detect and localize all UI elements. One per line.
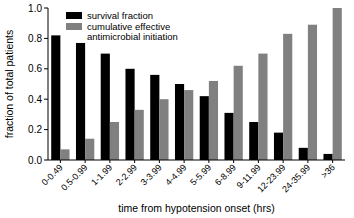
legend: survival fractioncumulative effective an… xyxy=(66,10,178,42)
bar xyxy=(224,113,233,160)
bar xyxy=(150,75,159,160)
y-tick xyxy=(44,8,48,9)
y-axis xyxy=(48,8,49,160)
x-tick xyxy=(134,160,135,163)
y-tick-label: 0.4 xyxy=(28,94,42,105)
bar xyxy=(85,139,94,160)
bar xyxy=(299,148,308,160)
legend-swatch xyxy=(66,12,82,19)
bar xyxy=(184,90,193,160)
x-tick xyxy=(307,160,308,163)
x-tick-label: >36 xyxy=(319,162,337,180)
x-tick-label: 3-3.99 xyxy=(139,162,164,187)
bar xyxy=(60,149,69,160)
bar xyxy=(101,54,110,160)
bar xyxy=(76,43,85,160)
x-axis xyxy=(48,160,345,161)
y-tick xyxy=(44,38,48,39)
x-tick xyxy=(283,160,284,163)
x-tick xyxy=(332,160,333,163)
y-tick xyxy=(44,99,48,100)
x-tick xyxy=(109,160,110,163)
chart: 0.00.20.40.60.81.00-0.490.5-0.991-1.992-… xyxy=(0,0,354,218)
x-tick-label: 5-5.99 xyxy=(188,162,213,187)
legend-swatch xyxy=(66,23,82,30)
legend-label: survival fraction xyxy=(87,10,153,21)
bar xyxy=(274,133,283,160)
bar xyxy=(234,66,243,160)
bar xyxy=(125,69,134,160)
y-tick xyxy=(44,160,48,161)
y-tick-label: 0.6 xyxy=(28,63,42,74)
x-tick xyxy=(208,160,209,163)
x-tick-label: 1-1.99 xyxy=(89,162,114,187)
y-tick-label: 0.2 xyxy=(28,124,42,135)
y-axis-label: fraction of total patients xyxy=(3,30,15,139)
y-tick-label: 1.0 xyxy=(28,3,42,14)
bar xyxy=(135,110,144,160)
bar xyxy=(200,96,209,160)
bar xyxy=(175,84,184,160)
x-tick xyxy=(258,160,259,163)
x-tick xyxy=(233,160,234,163)
x-tick xyxy=(85,160,86,163)
bar xyxy=(283,34,292,160)
x-axis-label: time from hypotension onset (hrs) xyxy=(118,202,274,214)
bar xyxy=(249,122,258,160)
bar xyxy=(110,122,119,160)
legend-label: cumulative effective antimicrobial initi… xyxy=(87,21,178,42)
y-tick-label: 0.8 xyxy=(28,33,42,44)
x-tick-label: 24-35.99 xyxy=(280,162,312,194)
x-tick xyxy=(60,160,61,163)
x-tick xyxy=(184,160,185,163)
bar xyxy=(209,81,218,160)
legend-line: antimicrobial initiation xyxy=(87,31,178,42)
x-tick-label: 2-2.99 xyxy=(114,162,139,187)
y-tick xyxy=(44,68,48,69)
x-tick xyxy=(159,160,160,163)
bar xyxy=(333,8,342,160)
x-tick-label: 0.5-0.99 xyxy=(59,162,89,192)
bars xyxy=(51,8,342,160)
x-tick-label: 4-4.99 xyxy=(163,162,188,187)
bar xyxy=(51,35,60,160)
bar xyxy=(258,54,267,160)
y-tick xyxy=(44,129,48,130)
bar xyxy=(323,154,332,160)
bar xyxy=(308,25,317,160)
bar xyxy=(159,99,168,160)
y-tick-label: 0.0 xyxy=(28,155,42,166)
